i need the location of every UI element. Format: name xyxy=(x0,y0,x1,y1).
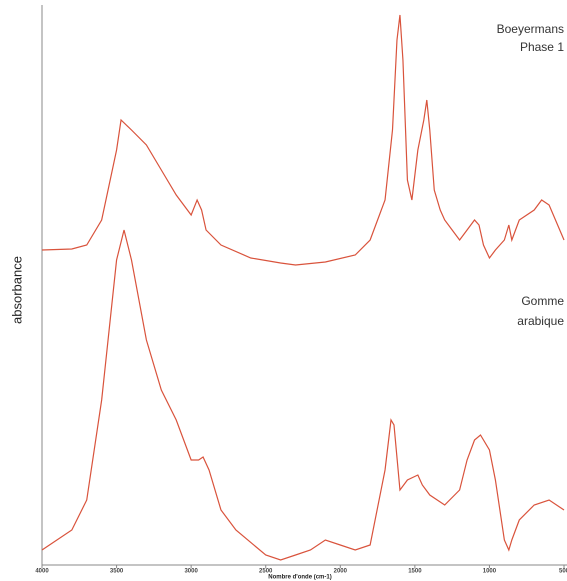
x-tick-label: 2500 xyxy=(259,569,273,575)
x-axis-label: Nombre d'onde (cm-1) xyxy=(268,575,331,581)
x-tick-label: 1000 xyxy=(483,569,497,575)
x-tick-label: 4000 xyxy=(35,569,49,575)
y-axis-label: absorbance xyxy=(9,256,24,324)
annotation: Boeyermans xyxy=(497,22,564,36)
x-tick-label: 1500 xyxy=(408,569,422,575)
annotation: Phase 1 xyxy=(520,40,564,54)
x-tick-label: 3000 xyxy=(184,569,198,575)
x-tick-label: 500 xyxy=(559,569,567,575)
spectrum-line xyxy=(41,229,565,561)
x-tick-label: 2000 xyxy=(334,569,348,575)
annotation: Gomme xyxy=(521,294,564,308)
x-tick-label: 3500 xyxy=(110,569,124,575)
annotation: arabique xyxy=(517,314,564,328)
spectrum-line xyxy=(41,14,565,266)
